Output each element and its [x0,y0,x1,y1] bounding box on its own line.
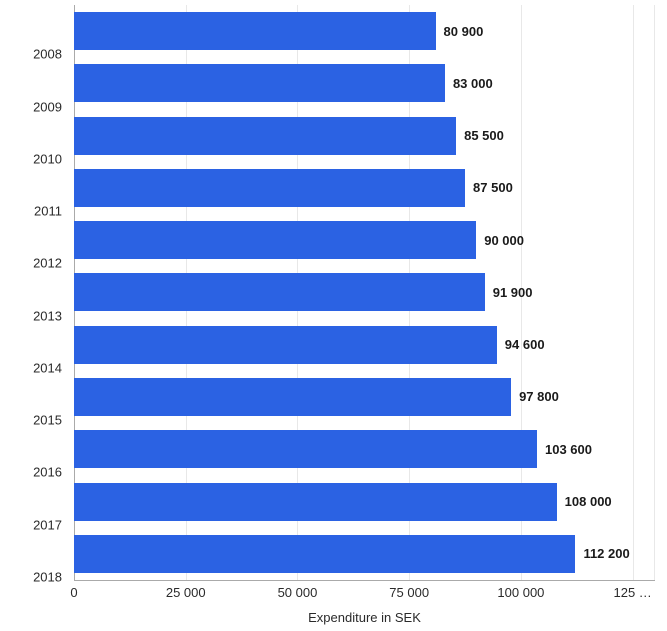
y-tick-label: 2017 [33,517,62,532]
bars-wrap: 80 900 83 000 85 500 87 500 90 000 91 900 94 6… [74,5,655,580]
bar-value-label: 85 500 [464,128,504,143]
bar [74,169,465,207]
bar-row: 83 000 [74,63,655,103]
y-tick-label: 2016 [33,465,62,480]
bar-value-label: 90 000 [484,233,524,248]
bar-row: 90 000 [74,220,655,260]
bar-row: 108 000 [74,482,655,522]
bar-row: 112 200 [74,534,655,574]
x-tick-label: 100 000 [497,585,544,600]
bar [74,378,511,416]
y-axis-labels: 2008 2009 2010 2011 2012 2013 2014 2015 2016 2017… [0,5,70,580]
plot-area: 80 900 83 000 85 500 87 500 90 000 91 900 94 6… [74,5,655,580]
bar [74,483,557,521]
chart-container: 80 900 83 000 85 500 87 500 90 000 91 900 94 6… [0,0,667,631]
x-tick-label: 125 … [613,585,651,600]
bar-value-label: 103 600 [545,442,592,457]
bar-value-label: 94 600 [505,337,545,352]
bar-row: 94 600 [74,325,655,365]
bar-row: 97 800 [74,377,655,417]
bar [74,430,537,468]
bar-value-label: 87 500 [473,180,513,195]
bar-row: 91 900 [74,272,655,312]
bar-value-label: 108 000 [565,494,612,509]
y-tick-label: 2011 [34,204,62,219]
y-tick-label: 2013 [33,308,62,323]
bar [74,12,436,50]
bar [74,535,575,573]
bar-value-label: 112 200 [583,546,629,561]
y-tick-label: 2012 [33,256,62,271]
bar [74,326,497,364]
x-tick-label: 0 [70,585,77,600]
y-tick-label: 2018 [33,570,62,585]
bar-row: 85 500 [74,116,655,156]
x-tick-label: 25 000 [166,585,206,600]
bar-row: 103 600 [74,429,655,469]
y-tick-label: 2014 [33,360,62,375]
bar-value-label: 91 900 [493,285,533,300]
y-tick-label: 2008 [33,47,62,62]
bar [74,273,485,311]
bar [74,64,445,102]
x-axis-labels: 025 00050 00075 000100 000125 … [74,585,655,605]
x-axis-line [74,580,655,581]
bar [74,117,456,155]
bar-row: 87 500 [74,168,655,208]
bar-value-label: 83 000 [453,76,493,91]
x-axis-title: Expenditure in SEK [74,610,655,625]
y-tick-label: 2010 [33,151,62,166]
bar [74,221,476,259]
bar-value-label: 80 900 [444,24,484,39]
y-tick-label: 2015 [33,413,62,428]
x-tick-label: 75 000 [389,585,429,600]
x-tick-label: 50 000 [278,585,318,600]
bar-value-label: 97 800 [519,389,559,404]
y-tick-label: 2009 [33,99,62,114]
bar-row: 80 900 [74,11,655,51]
